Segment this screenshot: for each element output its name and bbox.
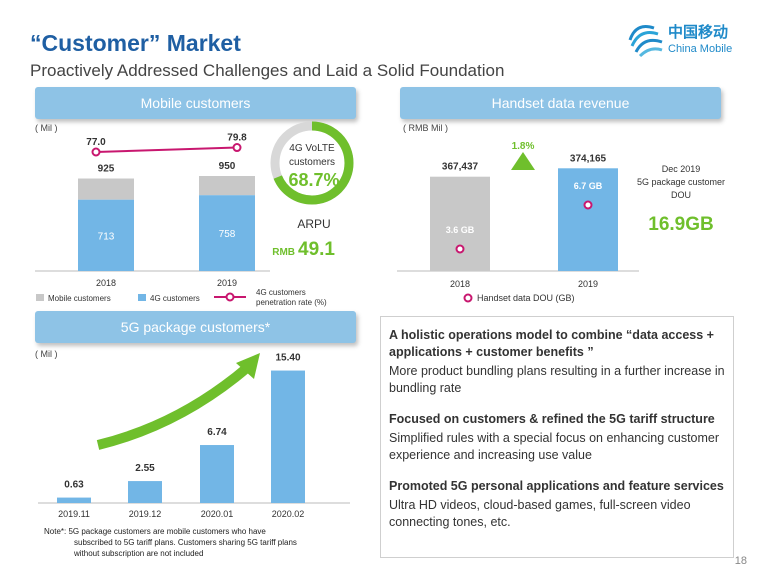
dou-value: 16.9GB <box>648 214 713 235</box>
dec-label-2: 5G package customer <box>637 177 725 187</box>
footnote-line-3: without subscription are not included <box>74 549 204 558</box>
tick-5g-2020.02: 2020.02 <box>272 509 305 519</box>
section-2-body: Simplified rules with a special focus on… <box>389 431 720 462</box>
legend-rate-marker <box>225 292 235 302</box>
section-2-title: Focused on customers & refined the 5G ta… <box>389 412 715 426</box>
label-5g-2020.02: 15.40 <box>275 353 300 364</box>
5g-package-chart: ( Mil ) 0.63 2019.11 2.55 2019.12 6.74 2020.0… <box>35 349 350 519</box>
section-3-body: Ultra HD videos, cloud-based games, full… <box>389 498 691 529</box>
bar-mobile-2019 <box>199 176 255 196</box>
volte-label-1: 4G VoLTE <box>289 143 335 154</box>
label-mobile-2019: 950 <box>219 161 236 172</box>
mobile-unit-label: ( Mil ) <box>35 123 58 133</box>
growth-arrow-icon <box>511 152 535 170</box>
legend-dou-marker <box>463 293 473 303</box>
legend-mobile-label: Mobile customers <box>48 294 111 303</box>
arpu-prefix: RMB <box>272 247 295 258</box>
mobile-customers-banner: Mobile customers <box>35 87 356 119</box>
handset-data-revenue-banner: Handset data revenue <box>400 87 721 119</box>
tick-2018: 2018 <box>96 278 116 288</box>
label-5g-2019.12: 2.55 <box>135 463 155 474</box>
logo-swirl-icon: 中国移动 China Mobile <box>628 23 732 58</box>
china-mobile-logo: 中国移动 China Mobile <box>626 20 746 60</box>
bar-5g-2019.12 <box>128 481 162 503</box>
volte-donut: 4G VoLTE customers 68.7% <box>270 121 354 205</box>
footnote-line-1: Note*: 5G package customers are mobile c… <box>44 527 266 536</box>
mobile-customers-chart: ( Mil ) 925 713 2018 950 758 2019 77.0 79.8 4G… <box>35 121 354 307</box>
page-title: “Customer” Market <box>30 30 241 56</box>
rate-line <box>95 146 238 153</box>
tick-5g-2019.11: 2019.11 <box>58 509 90 519</box>
growth-curve-arrowhead-icon <box>236 353 260 379</box>
volte-label-2: customers <box>289 157 335 168</box>
rate-label-2018: 77.0 <box>86 137 106 148</box>
rate-point-2019 <box>232 143 242 153</box>
growth-curve-arrow <box>96 363 252 450</box>
page-number: 18 <box>734 555 747 567</box>
tick-2019: 2019 <box>217 278 237 288</box>
page-subtitle: Proactively Addressed Challenges and Lai… <box>30 61 505 80</box>
mobile-banner-label: Mobile customers <box>140 95 251 111</box>
rate-label-2019: 79.8 <box>227 133 247 144</box>
bar-4g-2018 <box>78 199 134 271</box>
handset-revenue-chart: ( RMB Mil ) 367,437 3.6 GB 2018 374,165 6.7 … <box>397 123 725 303</box>
dou-point-2018 <box>455 244 465 254</box>
arpu-label: ARPU <box>297 217 330 231</box>
tick-5g-2020.01: 2020.01 <box>201 509 234 519</box>
handset-unit-label: ( RMB Mil ) <box>403 123 448 133</box>
bar-4g-2019 <box>199 195 255 271</box>
logo-text: 中国移动 <box>668 23 728 41</box>
bar-5g-2019.11 <box>57 497 91 503</box>
label-mobile-2018: 925 <box>98 164 115 175</box>
dou-point-2019 <box>583 200 593 210</box>
section-1-title: A holistic operations model to combine “… <box>389 328 714 359</box>
volte-value: 68.7% <box>288 170 339 190</box>
label-dou-2019: 6.7 GB <box>574 181 603 191</box>
tick-handset-2018: 2018 <box>450 279 470 289</box>
label-5g-2019.11: 0.63 <box>64 480 84 491</box>
5g-package-banner: 5G package customers* <box>35 311 356 343</box>
section-1-body: More product bundling plans resulting in… <box>389 364 725 395</box>
label-5g-2020.01: 6.74 <box>207 427 227 438</box>
strategy-text-box: A holistic operations model to combine “… <box>380 316 734 558</box>
label-4g-2018: 713 <box>98 231 115 242</box>
legend-4g-label: 4G customers <box>150 294 200 303</box>
bar-5g-2020.01 <box>200 445 234 503</box>
volte-donut-fill <box>270 121 354 205</box>
label-revenue-2019: 374,165 <box>570 153 607 164</box>
dec-label-3: DOU <box>671 190 691 200</box>
footnote: Note*: 5G package customers are mobile c… <box>44 526 344 559</box>
legend-mobile-swatch <box>36 294 44 301</box>
footnote-line-2: subscribed to 5G tariff plans. Customers… <box>74 538 297 547</box>
label-4g-2019: 758 <box>219 229 236 240</box>
section-5g-tariff: Focused on customers & refined the 5G ta… <box>389 411 725 464</box>
legend-rate-label-1: 4G customers <box>256 288 306 297</box>
dec-label-1: Dec 2019 <box>662 164 701 174</box>
label-revenue-2018: 367,437 <box>442 162 479 173</box>
5g-banner-label: 5G package customers* <box>120 319 271 335</box>
logo-subtext: China Mobile <box>668 43 732 55</box>
section-5g-applications: Promoted 5G personal applications and fe… <box>389 478 725 531</box>
tick-5g-2019.12: 2019.12 <box>129 509 162 519</box>
bar-5g-2020.02 <box>271 370 305 503</box>
bar-revenue-2019 <box>558 168 618 271</box>
handset-banner-label: Handset data revenue <box>491 95 630 111</box>
5g-unit-label: ( Mil ) <box>35 349 58 359</box>
rate-point-2018 <box>91 147 101 157</box>
label-dou-2018: 3.6 GB <box>446 225 475 235</box>
legend-rate-label-2: penetration rate (%) <box>256 298 327 307</box>
legend-dou-label: Handset data DOU (GB) <box>477 293 575 303</box>
section-holistic-operations: A holistic operations model to combine “… <box>389 327 725 397</box>
bar-revenue-2018 <box>430 176 490 271</box>
bar-mobile-2018 <box>78 178 134 200</box>
tick-handset-2019: 2019 <box>578 279 598 289</box>
legend-4g-swatch <box>138 294 146 301</box>
growth-label: 1.8% <box>512 141 535 152</box>
arpu-value: 49.1 <box>298 239 335 260</box>
section-3-title: Promoted 5G personal applications and fe… <box>389 479 724 493</box>
